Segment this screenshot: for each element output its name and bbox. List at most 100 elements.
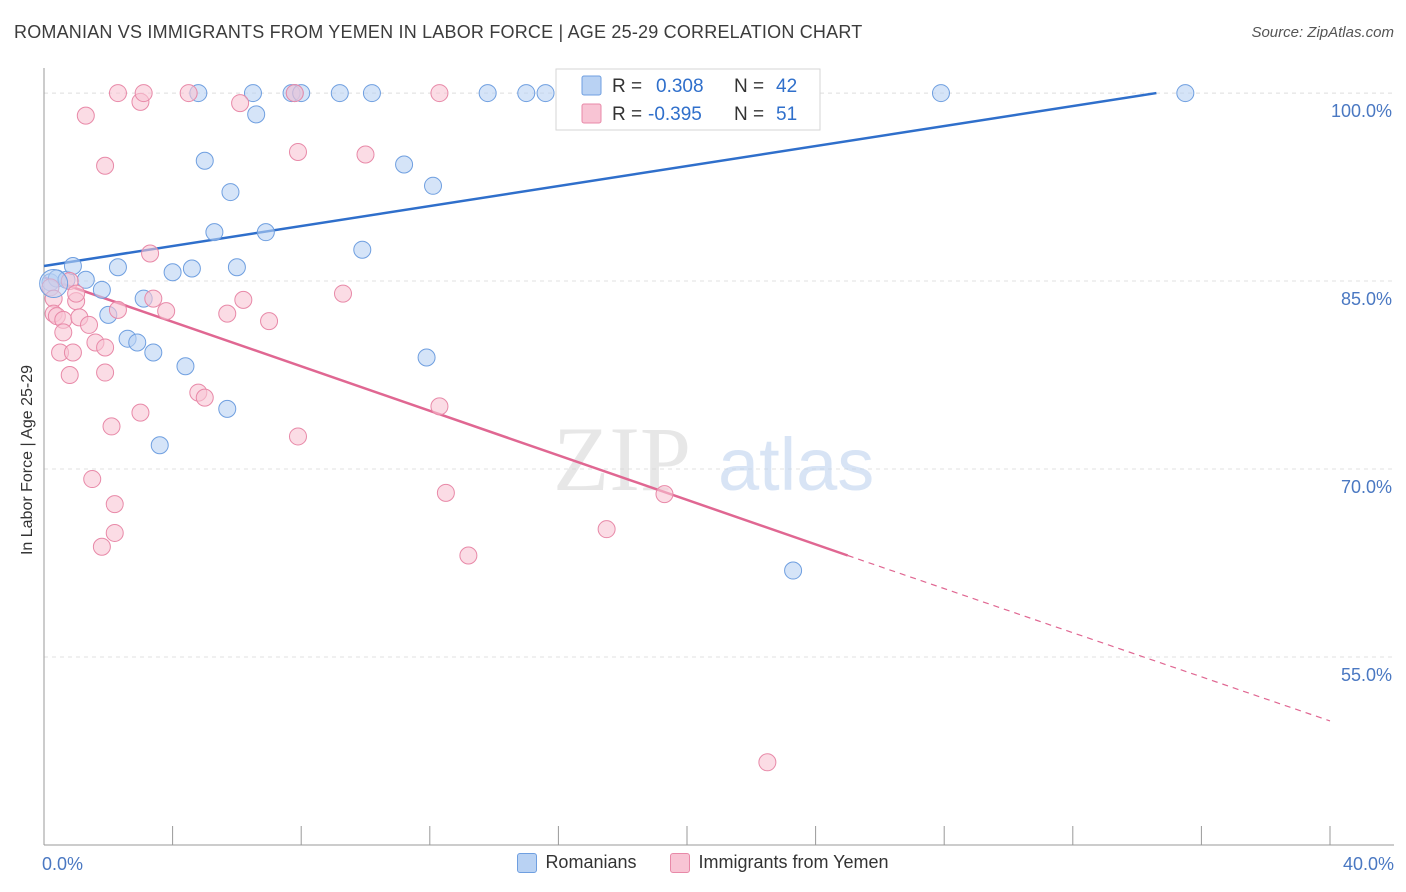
point-yemen (141, 244, 160, 263)
point-romanians (536, 84, 555, 103)
point-yemen (333, 284, 352, 303)
point-yemen (131, 403, 150, 422)
y-tick-label: 100.0% (1331, 101, 1392, 121)
point-romanians (424, 176, 443, 195)
point-romanians (517, 84, 536, 103)
point-romanians (931, 84, 950, 103)
x-tick-label-max: 40.0% (1343, 854, 1394, 874)
legend-label-yemen: Immigrants from Yemen (698, 852, 889, 872)
point-yemen (96, 156, 115, 175)
point-yemen (144, 289, 163, 308)
point-romanians-large (39, 269, 69, 299)
point-romanians (256, 223, 275, 242)
y-tick-label: 85.0% (1341, 289, 1392, 309)
y-tick-label: 55.0% (1341, 665, 1392, 685)
point-romanians (63, 257, 82, 276)
point-yemen (76, 106, 95, 125)
legend-swatch-romanians (581, 75, 602, 96)
point-yemen (231, 94, 250, 113)
point-yemen (157, 302, 176, 321)
chart-source: Source: ZipAtlas.com (1251, 24, 1394, 41)
point-romanians (144, 343, 163, 362)
point-yemen (60, 366, 79, 385)
legend-series: Romanians Immigrants from Yemen (0, 852, 1406, 873)
trend-line-romanians (43, 91, 1157, 268)
trend-lines (43, 91, 1331, 722)
point-yemen (96, 363, 115, 382)
point-yemen (288, 142, 307, 161)
point-yemen (134, 84, 153, 103)
point-yemen (459, 546, 478, 565)
legend-swatch (670, 852, 691, 873)
point-yemen (218, 304, 237, 323)
point-romanians (330, 84, 349, 103)
legend-label-romanians: Romanians (545, 852, 637, 872)
point-yemen (260, 312, 279, 331)
trend-line-yemen (43, 276, 849, 557)
point-yemen (108, 300, 127, 319)
watermark-atlas: atlas (718, 423, 874, 506)
y-tick-label: 70.0% (1341, 477, 1392, 497)
point-romanians (195, 151, 214, 170)
point-romanians (362, 84, 381, 103)
point-yemen (54, 323, 73, 342)
point-romanians (150, 436, 169, 455)
legend-swatch-yemen (581, 103, 602, 124)
point-yemen (195, 388, 214, 407)
point-romanians (247, 105, 266, 124)
legend-item-yemen: Immigrants from Yemen (670, 852, 889, 873)
legend-r-value-1: 0.308 (656, 76, 704, 97)
legend-r-value-2: -0.395 (648, 104, 702, 125)
point-romanians (243, 84, 262, 103)
point-yemen (80, 315, 99, 334)
point-yemen (234, 290, 253, 309)
point-romanians (218, 399, 237, 418)
point-yemen (92, 537, 111, 556)
legend-n-value-1: 42 (776, 76, 797, 97)
point-romanians (221, 183, 240, 202)
point-yemen (288, 427, 307, 446)
point-yemen (105, 495, 124, 514)
legend-item-romanians: Romanians (517, 852, 636, 873)
point-yemen (430, 397, 449, 416)
point-romanians (395, 155, 414, 174)
point-yemen (758, 753, 777, 772)
point-romanians (182, 259, 201, 278)
point-romanians (176, 357, 195, 376)
axes (43, 68, 1394, 846)
point-yemen (108, 84, 127, 103)
grid-lines (44, 92, 1394, 658)
point-yemen (179, 84, 198, 103)
point-romanians (108, 258, 127, 277)
point-romanians (163, 263, 182, 282)
point-yemen (96, 338, 115, 357)
point-yemen (83, 470, 102, 489)
point-yemen (655, 485, 674, 504)
x-tick-label-min: 0.0% (42, 854, 83, 874)
point-romanians (227, 258, 246, 277)
point-romanians (784, 561, 803, 580)
chart-title: ROMANIAN VS IMMIGRANTS FROM YEMEN IN LAB… (14, 22, 863, 42)
point-yemen (63, 343, 82, 362)
point-yemen (67, 284, 86, 303)
point-yemen (356, 145, 375, 164)
point-romanians (353, 240, 372, 259)
point-yemen (285, 84, 304, 103)
legend-r-label-2: R = (612, 104, 642, 125)
point-yemen (102, 417, 121, 436)
point-yemen (430, 84, 449, 103)
point-romanians (417, 348, 436, 367)
point-romanians (92, 280, 111, 299)
legend-n-value-2: 51 (776, 104, 797, 125)
watermark: ZIP atlas (553, 408, 874, 510)
trend-line-yemen-extension (847, 554, 1331, 722)
legend-n-label-1: N = (734, 76, 764, 97)
point-yemen (597, 520, 616, 539)
legend-stats: R = 0.308 N = 42 R = -0.395 N = 51 (555, 68, 821, 131)
point-romanians (128, 333, 147, 352)
x-ticks (43, 826, 1331, 845)
point-romanians (205, 223, 224, 242)
point-yemen (436, 483, 455, 502)
point-yemen (105, 523, 124, 542)
